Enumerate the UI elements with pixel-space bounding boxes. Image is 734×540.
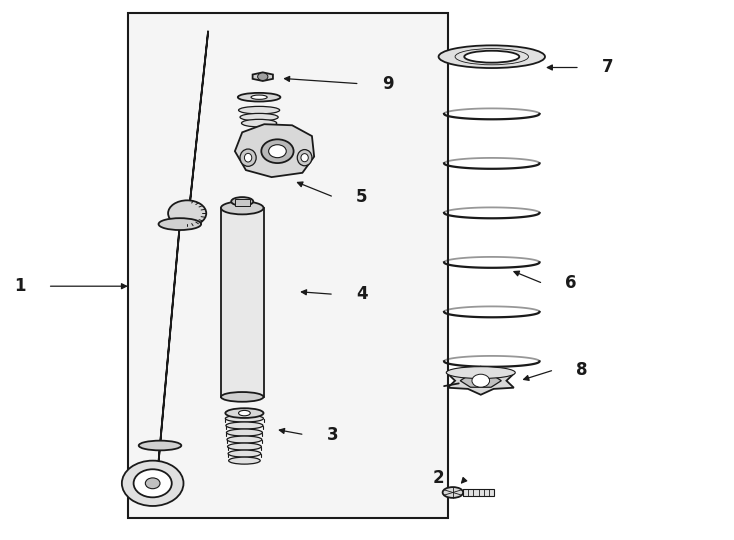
Circle shape <box>145 478 160 489</box>
Ellipse shape <box>221 392 264 402</box>
Circle shape <box>269 145 286 158</box>
Ellipse shape <box>168 200 206 226</box>
Ellipse shape <box>244 153 252 162</box>
Ellipse shape <box>297 150 312 166</box>
Ellipse shape <box>159 218 201 230</box>
Ellipse shape <box>240 113 278 121</box>
Ellipse shape <box>228 450 261 457</box>
Ellipse shape <box>226 429 263 436</box>
Ellipse shape <box>301 153 308 161</box>
Text: 2: 2 <box>432 469 444 487</box>
Ellipse shape <box>231 197 253 206</box>
Circle shape <box>261 139 294 163</box>
Ellipse shape <box>239 410 250 416</box>
Text: 1: 1 <box>14 277 26 295</box>
Ellipse shape <box>229 457 261 464</box>
Ellipse shape <box>226 422 263 429</box>
Ellipse shape <box>241 119 277 127</box>
Ellipse shape <box>446 367 515 379</box>
Text: 9: 9 <box>382 75 393 93</box>
Text: 6: 6 <box>565 274 577 293</box>
Text: 4: 4 <box>356 285 368 303</box>
Ellipse shape <box>443 487 463 498</box>
Ellipse shape <box>225 415 264 422</box>
Bar <box>463 489 494 496</box>
Ellipse shape <box>465 51 520 63</box>
Ellipse shape <box>240 149 256 166</box>
Ellipse shape <box>227 436 262 443</box>
Circle shape <box>122 461 184 506</box>
Bar <box>221 208 264 397</box>
Bar <box>128 14 448 518</box>
Polygon shape <box>448 367 514 395</box>
Ellipse shape <box>251 95 267 99</box>
Ellipse shape <box>221 201 264 214</box>
Circle shape <box>472 374 490 387</box>
Ellipse shape <box>139 441 181 450</box>
Bar <box>235 199 250 206</box>
Ellipse shape <box>238 93 280 102</box>
Polygon shape <box>189 31 208 212</box>
Polygon shape <box>159 208 181 461</box>
Circle shape <box>134 469 172 497</box>
Polygon shape <box>460 374 501 387</box>
Circle shape <box>258 73 268 80</box>
Text: 5: 5 <box>356 188 368 206</box>
Polygon shape <box>252 72 273 81</box>
Text: 8: 8 <box>576 361 588 379</box>
Ellipse shape <box>228 443 261 450</box>
Ellipse shape <box>239 106 280 114</box>
Ellipse shape <box>225 408 264 418</box>
Text: 7: 7 <box>602 58 614 77</box>
Polygon shape <box>235 124 314 177</box>
Ellipse shape <box>439 45 545 68</box>
Text: 3: 3 <box>327 426 338 444</box>
